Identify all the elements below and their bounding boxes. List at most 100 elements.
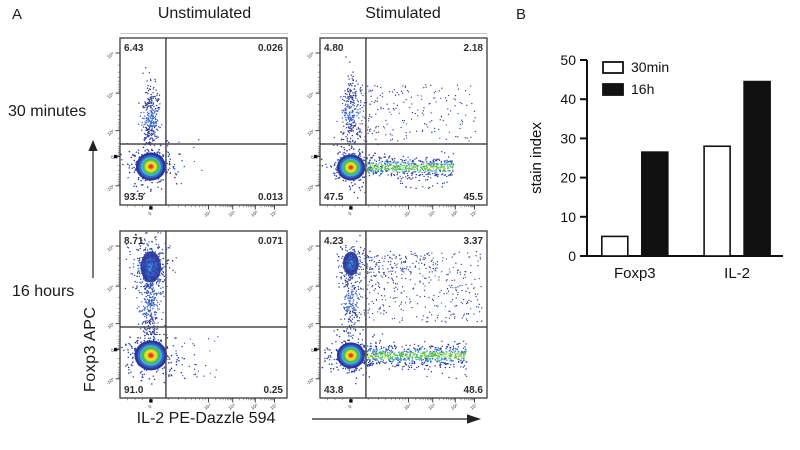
scatter-dots xyxy=(120,232,219,385)
x-tick-label: 10⁵ xyxy=(427,403,436,412)
quadrant-percent-br: 48.6 xyxy=(464,385,484,396)
header-rule xyxy=(121,33,288,34)
legend-swatch-16h xyxy=(602,83,624,96)
y-tick-label: 10⁴ xyxy=(106,91,116,100)
plot-border xyxy=(119,37,288,206)
row-label-16-hours: 16 hours xyxy=(12,283,75,300)
x-axis-label: IL-2 PE-Dazzle 594 xyxy=(136,410,276,427)
x-tick-label: 10⁶ xyxy=(450,403,459,412)
quadrant-gates xyxy=(120,231,287,398)
axis-ticks: 10⁵ 10⁴ 10³ 0 -10³ 0 10⁴ 10⁵ 10⁶ 10⁷ xyxy=(305,51,478,219)
x-tick-label: 10⁶ xyxy=(450,210,459,219)
quadrant-percent-tr: 3.37 xyxy=(464,236,484,247)
x-tick-label: 0 xyxy=(348,211,354,218)
quadrant-percent-br: 45.5 xyxy=(464,192,484,203)
x-tick-label: 10⁵ xyxy=(227,210,236,219)
quadrant-percent-tr: 0.026 xyxy=(258,43,283,54)
y-tick-label: -10³ xyxy=(105,184,116,194)
quadrant-percent-tr: 0.071 xyxy=(258,236,283,247)
column-header-unstimulated: Unstimulated xyxy=(157,5,252,22)
x-tick-label: 10⁶ xyxy=(250,403,259,412)
y-axis-up-arrow-icon xyxy=(88,140,98,278)
y-tick-label: 0 xyxy=(310,347,316,354)
quadrant-percent-br: 0.013 xyxy=(258,192,283,203)
y-tick-label: 0 xyxy=(110,154,116,161)
y-tick-label: 0 xyxy=(310,154,316,161)
x-tick-label: 10⁴ xyxy=(403,403,413,412)
quadrant-percent-tl: 4.80 xyxy=(324,43,344,54)
flow-plot-stimulated-16h: 10⁵ 10⁴ 10³ 0 -10³ 0 10⁴ 10⁵ 10⁶ 10⁷ 4.23 3.37 43.8 4… xyxy=(305,230,488,412)
bar-foxp3-16h xyxy=(641,151,669,257)
panel-a-label: A xyxy=(12,6,23,23)
y-tick-label: 10⁴ xyxy=(306,91,316,100)
bar-ytick-label: 50 xyxy=(560,52,576,68)
x-tick-label: 10⁴ xyxy=(203,403,213,412)
x-tick-label: 10⁴ xyxy=(203,210,213,219)
y-tick-label: 10⁴ xyxy=(106,284,116,293)
bar-ylabel: stain index xyxy=(528,122,545,194)
y-tick-label: 10³ xyxy=(106,128,115,137)
x-axis-right-arrow-icon xyxy=(312,414,481,424)
plot-border xyxy=(319,230,488,399)
quadrant-percent-tl: 8.71 xyxy=(124,236,144,247)
y-tick-label: 10³ xyxy=(306,128,315,137)
y-tick-label: 10⁵ xyxy=(306,51,315,60)
x-tick-label: 0 xyxy=(148,211,154,218)
quadrant-percent-bl: 43.8 xyxy=(324,385,344,396)
quadrant-percent-bl: 91.0 xyxy=(124,385,144,396)
flow-plot-unstimulated-30min: 10⁵ 10⁴ 10³ 0 -10³ 0 10⁴ 10⁵ 10⁶ 10⁷ 6.43 0.026 93.5… xyxy=(105,37,288,219)
flow-plot-unstimulated-16h: 10⁵ 10⁴ 10³ 0 -10³ 0 10⁴ 10⁵ 10⁶ 10⁷ 8.71 0.071 91.0… xyxy=(105,230,288,412)
y-tick-label: 10³ xyxy=(306,321,315,330)
x-tick-label: 10⁷ xyxy=(469,210,478,219)
bar-category-label: Foxp3 xyxy=(614,265,656,282)
quadrant-gates xyxy=(320,231,487,398)
quadrant-percent-bl: 47.5 xyxy=(324,192,344,203)
y-tick-label: 10⁵ xyxy=(306,244,315,253)
quadrant-percent-tr: 2.18 xyxy=(464,43,484,54)
bar-il-2-16h xyxy=(743,80,771,257)
bar-foxp3-30min xyxy=(601,235,629,257)
x-tick-label: 10⁷ xyxy=(269,210,278,219)
x-tick-label: 10⁷ xyxy=(269,403,278,412)
x-tick-label: 10⁵ xyxy=(427,210,436,219)
bar-ytick-label: 30 xyxy=(560,130,576,146)
axis-ticks: 10⁵ 10⁴ 10³ 0 -10³ 0 10⁴ 10⁵ 10⁶ 10⁷ xyxy=(305,244,478,412)
plot-border xyxy=(119,230,288,399)
y-tick-label: 0 xyxy=(110,347,116,354)
x-tick-label: 10⁶ xyxy=(250,210,259,219)
x-tick-label: 10⁴ xyxy=(403,210,413,219)
y-tick-label: 10⁵ xyxy=(106,244,115,253)
bar-ytick-label: 40 xyxy=(560,91,576,107)
quadrant-percent-bl: 93.5 xyxy=(124,192,144,203)
bar-ytick-label: 0 xyxy=(568,248,576,264)
legend-label-16h: 16h xyxy=(631,81,654,97)
y-tick-label: 10³ xyxy=(106,321,115,330)
quadrant-percent-br: 0.25 xyxy=(264,385,284,396)
legend-label-30min: 30min xyxy=(631,59,669,75)
bar-ytick-label: 10 xyxy=(560,209,576,225)
legend-swatch-30min xyxy=(602,61,624,74)
x-tick-label: 0 xyxy=(148,404,154,411)
bar-category-label: IL-2 xyxy=(724,265,750,282)
quadrant-percent-tl: 6.43 xyxy=(124,43,144,54)
quadrant-percent-tl: 4.23 xyxy=(324,236,344,247)
scatter-dots xyxy=(120,67,203,199)
plot-border xyxy=(319,37,488,206)
axis-ticks: 10⁵ 10⁴ 10³ 0 -10³ 0 10⁴ 10⁵ 10⁶ 10⁷ xyxy=(105,244,278,412)
scatter-dots xyxy=(321,234,483,385)
stain-index-bar-chart: 0 10 20 30 40 50 stain index Foxp3 IL-2 30min 16h xyxy=(528,52,783,282)
column-header-stimulated: Stimulated xyxy=(365,5,441,22)
x-tick-label: 0 xyxy=(348,404,354,411)
x-tick-label: 10⁵ xyxy=(227,403,236,412)
y-tick-label: 10⁵ xyxy=(106,51,115,60)
y-tick-label: -10³ xyxy=(305,377,316,387)
panel-b-label: B xyxy=(516,6,527,23)
quadrant-gates xyxy=(120,38,287,205)
bar-ytick-label: 20 xyxy=(560,170,576,186)
y-tick-label: -10³ xyxy=(305,184,316,194)
axis-ticks: 10⁵ 10⁴ 10³ 0 -10³ 0 10⁴ 10⁵ 10⁶ 10⁷ xyxy=(105,51,278,219)
y-tick-label: -10³ xyxy=(105,377,116,387)
row-label-30-minutes: 30 minutes xyxy=(8,103,87,120)
quadrant-gates xyxy=(320,38,487,205)
